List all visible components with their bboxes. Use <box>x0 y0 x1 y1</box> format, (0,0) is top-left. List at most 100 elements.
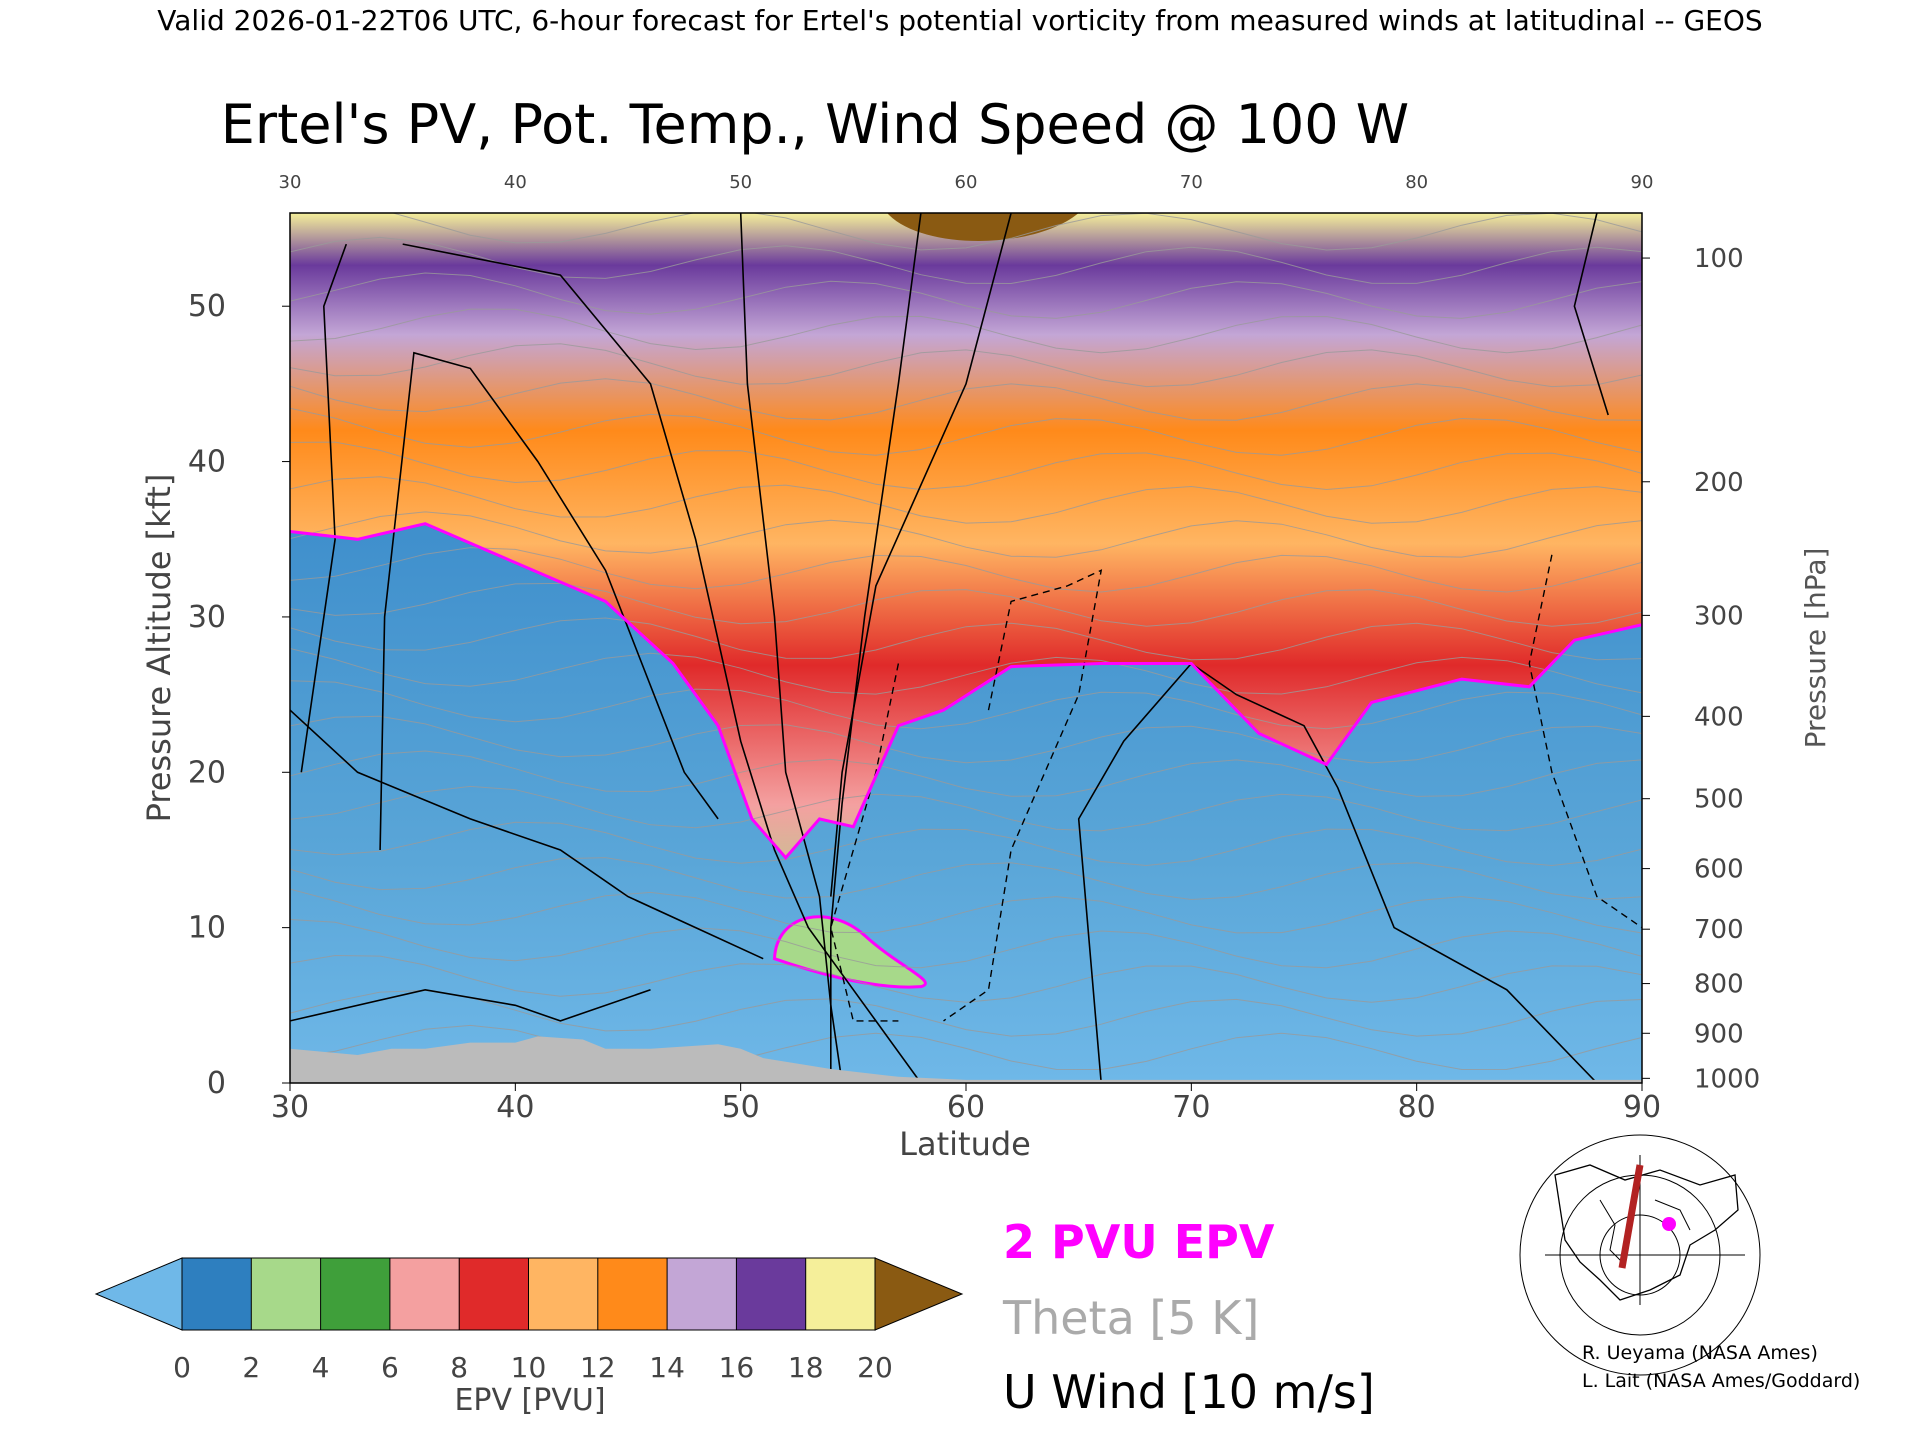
theta-contour <box>391 213 1642 251</box>
y-tick-label: 10 <box>188 911 226 946</box>
theta-contour <box>290 857 1642 901</box>
wind-contour-negative <box>943 569 1103 1022</box>
colorbar-segment <box>528 1257 599 1331</box>
theta-contour <box>290 547 1642 593</box>
colorbar-segment <box>735 1257 807 1331</box>
credit-line-2: L. Lait (NASA Ames/Goddard) <box>1582 1370 1861 1392</box>
wind-contour <box>402 243 922 1083</box>
theta-contour <box>290 919 1642 969</box>
colorbar-tick-label: 20 <box>857 1351 893 1384</box>
y-tick-label: 0 <box>207 1066 226 1101</box>
pressure-tick-label: 600 <box>1694 855 1744 885</box>
location-inset-map <box>1519 1134 1761 1376</box>
theta-contour <box>290 750 1642 797</box>
colorbar-segment <box>250 1257 322 1331</box>
wind-contour <box>290 709 764 960</box>
theta-contour <box>290 511 1642 558</box>
theta-contour <box>290 378 1642 421</box>
pressure-tick-label: 800 <box>1694 970 1744 1000</box>
x-tick-label: 90 <box>1623 1090 1661 1125</box>
pressure-tick-label: 900 <box>1694 1019 1744 1049</box>
pressure-tick-label: 400 <box>1694 702 1744 732</box>
theta-contour <box>290 954 1642 1003</box>
colorbar-tick-label: 2 <box>242 1351 260 1384</box>
colorbar-tick-label: 0 <box>173 1351 191 1384</box>
wind-contour <box>1573 213 1609 416</box>
theta-contour <box>290 680 1642 730</box>
theta-contour <box>290 343 1642 388</box>
theta-contour <box>290 582 1642 627</box>
colorbar-label: EPV [PVU] <box>454 1383 605 1418</box>
troposphere-fill <box>290 523 1642 1083</box>
theta-contour <box>290 407 1642 456</box>
y-tick-label: 20 <box>188 755 226 790</box>
colorbar-segment <box>597 1257 669 1331</box>
theta-contour <box>290 236 1642 285</box>
y-tick-label: 40 <box>188 445 226 480</box>
x-tick-label: 40 <box>496 1090 534 1125</box>
colorbar-segment <box>458 1257 530 1331</box>
colorbar-low-arrow <box>94 1257 183 1331</box>
plot-area <box>290 213 1642 1083</box>
colorbar-tick-label: 16 <box>719 1351 755 1384</box>
wind-contour <box>300 243 348 773</box>
pressure-tick-label: 300 <box>1694 601 1744 631</box>
y-axis-label-right: Pressure [hPa] <box>1799 548 1832 749</box>
colorbar-tick-label: 4 <box>312 1351 330 1384</box>
x-tick-label: 80 <box>1398 1090 1436 1125</box>
theta-contour <box>290 888 1642 934</box>
wind-contour <box>290 988 651 1022</box>
wind-contour <box>1077 662 1192 1083</box>
x-axis-label: Latitude <box>899 1125 1031 1163</box>
theta-contour <box>290 715 1642 764</box>
wind-contour <box>1190 662 1598 1083</box>
legend-2pvu: 2 PVU EPV <box>1003 1215 1275 1269</box>
wind-contour <box>379 351 719 851</box>
colorbar-tick-label: 10 <box>511 1351 547 1384</box>
x-tick-label: 70 <box>1172 1090 1210 1125</box>
legend-uwind: U Wind [10 m/s] <box>1003 1365 1375 1419</box>
theta-contour <box>290 272 1642 319</box>
y-axis-label: Pressure Altitude [kft] <box>140 474 178 823</box>
wind-contour-negative <box>830 663 900 1022</box>
pressure-tick-label: 700 <box>1694 915 1744 945</box>
colorbar-segment <box>666 1257 738 1331</box>
theta-contour <box>290 441 1642 491</box>
page-header: Valid 2026-01-22T06 UTC, 6-hour forecast… <box>157 4 1762 37</box>
colorbar-segment <box>181 1257 253 1331</box>
theta-contour <box>290 785 1642 832</box>
x-tick-label: 50 <box>722 1090 760 1125</box>
y-axis-right: 100 200 300 400 500 600 700 800 900 1000 <box>1642 244 1760 1094</box>
pressure-tick-label: 200 <box>1694 468 1744 498</box>
theta-contour <box>290 821 1642 867</box>
wind-contour-negative <box>1528 554 1642 929</box>
x-tick-label-top: 50 <box>729 172 752 193</box>
colorbar-tick-label: 8 <box>450 1351 468 1384</box>
colorbar-segment <box>320 1257 391 1331</box>
wind-contours <box>290 213 1642 1083</box>
theta-contour <box>290 989 1642 1037</box>
x-tick-label-top: 90 <box>1631 172 1654 193</box>
theta-contours <box>290 213 1642 1071</box>
legend-theta: Theta [5 K] <box>1002 1291 1259 1345</box>
x-axis-bottom: 30 40 50 60 70 80 90 <box>271 1083 1661 1125</box>
wind-contour <box>830 213 1012 897</box>
colorbar-tick-label: 6 <box>381 1351 399 1384</box>
x-tick-label: 30 <box>271 1090 309 1125</box>
x-tick-label: 60 <box>947 1090 985 1125</box>
colorbar: 0 2 4 6 8 10 12 14 16 18 20 <box>94 1257 964 1384</box>
colorbar-tick-label: 14 <box>649 1351 685 1384</box>
theta-contour <box>290 308 1642 354</box>
theta-contour <box>290 617 1642 661</box>
x-tick-label-top: 60 <box>955 172 978 193</box>
pressure-tick-label: 1000 <box>1694 1064 1760 1094</box>
x-tick-label-top: 30 <box>279 172 302 193</box>
x-tick-label-top: 40 <box>504 172 527 193</box>
tropopause-2pvu-line <box>290 522 1642 860</box>
colorbar-segment <box>805 1257 877 1331</box>
chart-title: Ertel's PV, Pot. Temp., Wind Speed @ 100… <box>221 93 1409 156</box>
theta-contour <box>290 476 1642 524</box>
y-tick-label: 30 <box>188 600 226 635</box>
